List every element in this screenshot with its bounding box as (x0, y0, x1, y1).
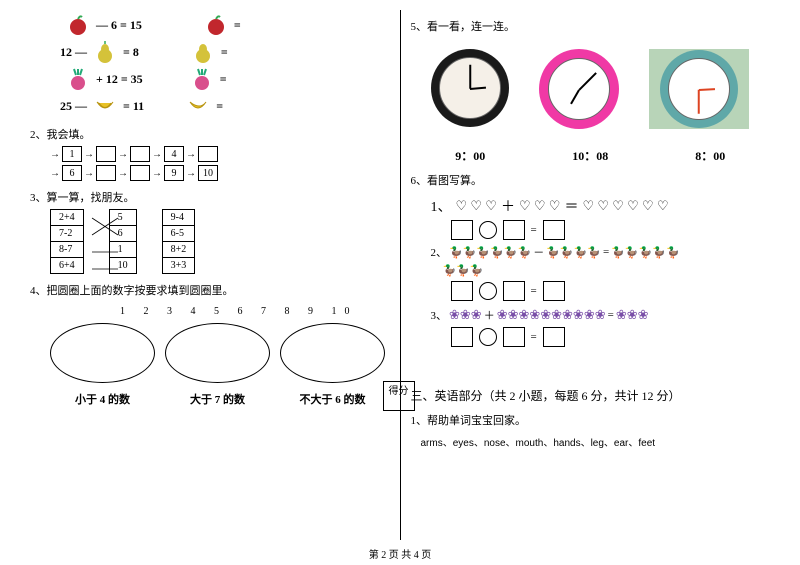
eq4-text: = 11 (123, 99, 144, 114)
q2-line1: →1 → → →4 → (50, 146, 390, 162)
q2-title: 2、我会填。 (30, 126, 390, 142)
answer-box[interactable] (543, 220, 565, 240)
oval-1[interactable] (50, 323, 155, 383)
op-circle[interactable] (479, 328, 497, 346)
heart-icon: ♡ ♡ ♡ ♡ ♡ ♡ (582, 198, 668, 214)
eq3-eq: = (220, 72, 227, 87)
answer-box[interactable] (451, 220, 473, 240)
eq3-text: + 12 = 35 (96, 72, 143, 87)
equation-row-1: — 6 = 15 = (30, 13, 390, 37)
duck-icon: 🦆🦆🦆🦆 (546, 246, 601, 259)
eq1-eq: = (234, 18, 241, 33)
q4-numbers: 1 2 3 4 5 6 7 8 9 10 (120, 306, 390, 317)
worksheet-page: — 6 = 15 = 12 — = 8 = + 12 = 35 (0, 0, 800, 540)
oval-3[interactable] (280, 323, 385, 383)
answer-box[interactable] (451, 281, 473, 301)
duck-icon: 🦆🦆🦆🦆🦆🦆 (449, 246, 531, 259)
heart-icon: ♡ ♡ ♡ (519, 198, 560, 214)
match-col-a: 2+4 7-2 8-7 6+4 (50, 209, 84, 274)
q6-1: 1、 ♡ ♡ ♡ ＋ ♡ ♡ ♡ ＝ ♡ ♡ ♡ ♡ ♡ ♡ (431, 196, 771, 216)
section3-title: 三、英语部分（共 2 小题，每题 6 分，共计 12 分） (411, 387, 771, 404)
right-column: 5、看一看，连一连。 (400, 10, 771, 540)
answer-box[interactable] (503, 327, 525, 347)
banana-icon (186, 94, 210, 118)
eq2-text: = 8 (123, 45, 139, 60)
q5-title: 5、看一看，连一连。 (411, 18, 771, 34)
op-circle[interactable] (479, 221, 497, 239)
equation-row-2: 12 — = 8 = (30, 40, 390, 64)
pear-icon (93, 40, 117, 64)
answer-box[interactable] (451, 327, 473, 347)
op-circle[interactable] (479, 282, 497, 300)
score-box: 得分 (383, 381, 415, 411)
apple-icon (66, 13, 90, 37)
pear-icon (191, 40, 215, 64)
eq1-text: — 6 = 15 (96, 18, 142, 33)
q6-2-answer: = (451, 281, 771, 301)
answer-box[interactable] (543, 281, 565, 301)
clock-times: 9：00 10：08 8：00 (411, 147, 771, 164)
clocks-row (411, 49, 771, 129)
eq2-eq: = (221, 45, 228, 60)
apple-icon (204, 13, 228, 37)
q6-3: 3、 ❀❀❀ ＋ ❀❀❀❀❀❀❀❀❀❀ = ❀❀❀ (431, 307, 771, 323)
q6-2b: 🦆🦆🦆 (443, 264, 771, 277)
q4-title: 4、把圆圈上面的数字按要求填到圆圈里。 (30, 282, 390, 298)
flower-icon: ❀❀❀❀❀❀❀❀❀❀ (497, 307, 606, 323)
oval-2[interactable] (165, 323, 270, 383)
duck-icon: 🦆🦆🦆🦆🦆 (611, 246, 679, 259)
oval-labels: 小于 4 的数 大于 7 的数 不大于 6 的数 (50, 391, 390, 407)
radish-icon (66, 67, 90, 91)
radish-icon (190, 67, 214, 91)
q6-3-answer: = (451, 327, 771, 347)
eq4-eq: = (216, 99, 223, 114)
equation-row-3: + 12 = 35 = (30, 67, 390, 91)
answer-box[interactable] (543, 327, 565, 347)
clock-1 (431, 49, 509, 127)
eq4-pre: 25 — (60, 99, 87, 114)
section3-q1: 1、帮助单词宝宝回家。 (411, 412, 771, 428)
answer-box[interactable] (503, 220, 525, 240)
duck-icon: 🦆🦆🦆 (443, 264, 484, 277)
equation-row-4: 25 — = 11 = (30, 94, 390, 118)
heart-icon: ♡ ♡ ♡ (456, 198, 497, 214)
q6-2: 2、 🦆🦆🦆🦆🦆🦆 － 🦆🦆🦆🦆 = 🦆🦆🦆🦆🦆 (431, 244, 771, 260)
q2-line2: →6 → → →9 →10 (50, 165, 390, 181)
ovals (50, 323, 390, 383)
clock-2 (539, 49, 619, 129)
word-list: arms、eyes、nose、mouth、hands、leg、ear、feet (421, 434, 771, 449)
q6-title: 6、看图写算。 (411, 172, 771, 188)
match-area: 2+4 7-2 8-7 6+4 5 6 1 10 9-4 6-5 8+2 3+3 (50, 209, 390, 274)
banana-icon (93, 94, 117, 118)
clock-3-bg (649, 49, 749, 129)
flower-icon: ❀❀❀ (449, 307, 482, 323)
match-col-b: 5 6 1 10 (109, 209, 137, 274)
answer-box[interactable] (503, 281, 525, 301)
q3-title: 3、算一算，找朋友。 (30, 189, 390, 205)
match-col-c: 9-4 6-5 8+2 3+3 (162, 209, 196, 274)
eq2-pre: 12 — (60, 45, 87, 60)
page-footer: 第 2 页 共 4 页 (0, 546, 800, 561)
q6-1-answer: = (451, 220, 771, 240)
flower-icon: ❀❀❀ (616, 307, 649, 323)
left-column: — 6 = 15 = 12 — = 8 = + 12 = 35 (30, 10, 400, 540)
clock-3 (660, 50, 738, 128)
